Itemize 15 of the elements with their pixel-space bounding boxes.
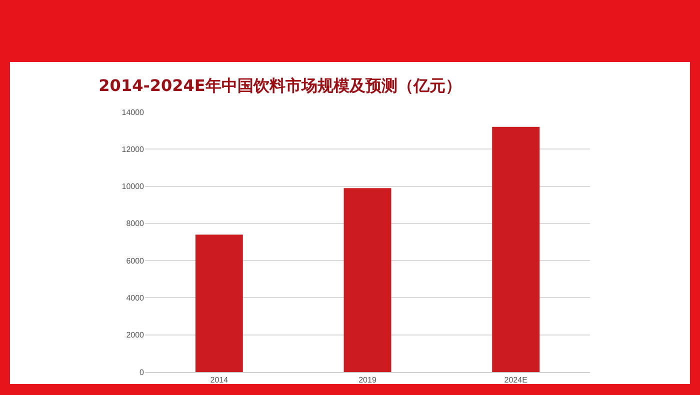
y-tick-label: 10000 (122, 182, 145, 192)
bar (195, 234, 243, 372)
bar (492, 126, 540, 372)
y-tick-label: 8000 (126, 219, 145, 228)
x-tick-label: 2019 (358, 376, 377, 385)
x-tick-label: 2024E (504, 376, 528, 385)
bar (344, 188, 392, 372)
x-tick-label: 2014 (210, 376, 229, 385)
y-tick-label: 14000 (122, 108, 145, 117)
y-tick-label: 12000 (122, 144, 145, 154)
y-tick-label: 0 (140, 368, 145, 377)
y-tick-label: 4000 (126, 294, 145, 303)
y-tick-label: 6000 (126, 256, 145, 266)
y-tick-label: 2000 (126, 330, 145, 340)
chart-title: 2014-2024E年中国饮料市场规模及预测（亿元） (98, 76, 462, 97)
